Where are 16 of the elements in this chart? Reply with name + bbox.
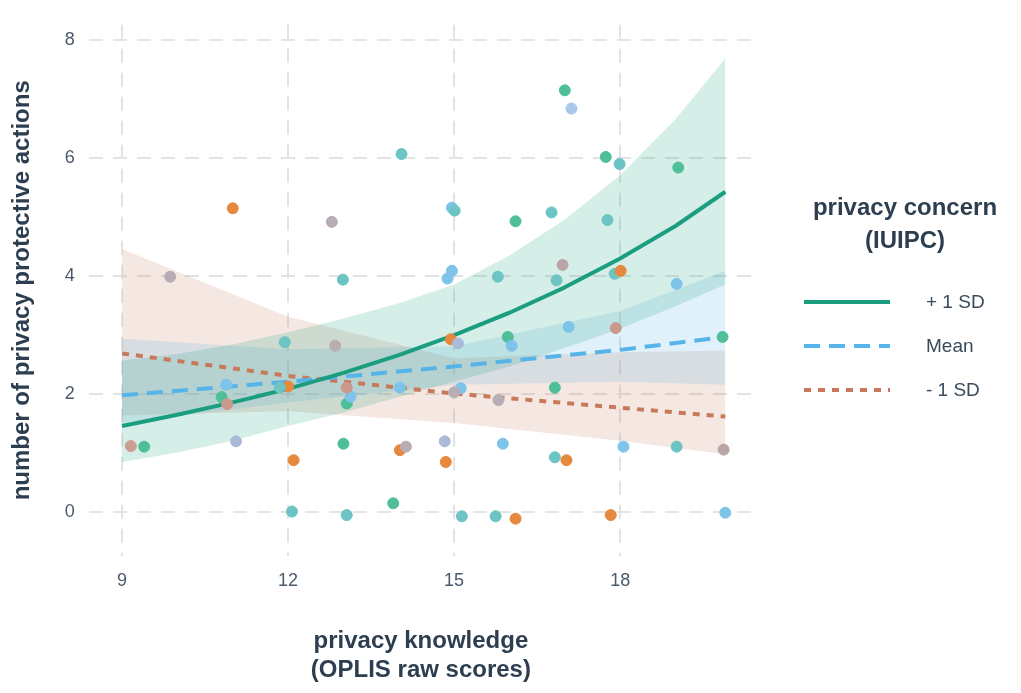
- legend-label: Mean: [926, 335, 974, 357]
- y-tick-label: 6: [64, 146, 75, 167]
- x-tick-label: 15: [444, 569, 465, 590]
- x-axis-title: privacy knowledge (OPLIS raw scores): [310, 626, 531, 683]
- legend-title: privacy concern (IUIPC): [811, 192, 999, 255]
- x-tick-label: 12: [278, 569, 299, 590]
- y-tick-label: 0: [64, 500, 75, 521]
- x-tick-label: 18: [610, 569, 631, 590]
- y-tick-label: 4: [64, 264, 75, 285]
- y-axis-title: number of privacy protective actions: [7, 80, 35, 501]
- y-tick-label: 8: [64, 28, 75, 49]
- x-tick-label: 9: [117, 569, 128, 590]
- legend-label: - 1 SD: [926, 379, 980, 401]
- y-tick-label: 2: [64, 382, 75, 403]
- legend-label: + 1 SD: [926, 291, 985, 313]
- line-series: [120, 351, 728, 419]
